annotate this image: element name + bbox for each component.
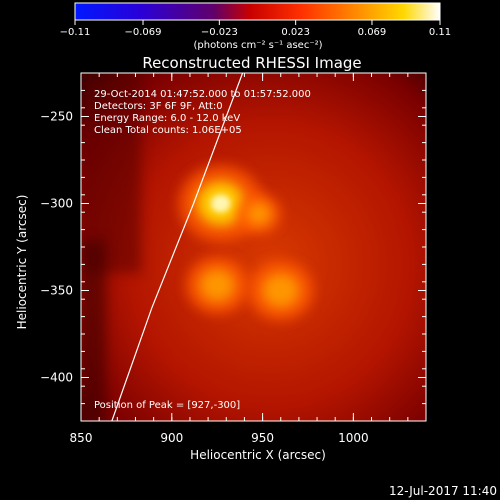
colorbar-unit-label: (photons cm⁻² s⁻¹ asec⁻²)	[193, 40, 322, 51]
y-tick-label: −400	[40, 371, 73, 385]
colorbar-tick-label: 0.069	[358, 27, 387, 38]
x-tick-label: 950	[251, 431, 274, 445]
colorbar-tick-label: 0.023	[281, 27, 310, 38]
chart-title: Reconstructed RHESSI Image	[142, 54, 361, 72]
x-tick-label: 900	[160, 431, 183, 445]
colorbar-tick-label: −0.069	[125, 27, 162, 38]
source-peak	[210, 194, 231, 213]
y-tick-label: −300	[40, 197, 73, 211]
source-core	[199, 269, 235, 302]
axes: 850 900 950 1000 −250 −300 −350 −400	[40, 72, 427, 445]
x-tick-label: 850	[70, 431, 93, 445]
colorbar	[74, 2, 441, 21]
solar-limb-curve	[111, 73, 244, 421]
x-axis-label: Heliocentric X (arcsec)	[190, 448, 326, 462]
y-axis-label: Heliocentric Y (arcsec)	[15, 195, 29, 330]
annotation-detectors: Detectors: 3F 6F 9F, Att:0	[94, 101, 223, 112]
peak-position-label: Position of Peak = [927,-300]	[94, 400, 240, 411]
colorbar-ticks: −0.11 −0.069 −0.023 0.023 0.069 0.11	[60, 20, 451, 38]
source-core	[246, 202, 272, 226]
annotation-energy: Energy Range: 6.0 - 12.0 keV	[94, 113, 240, 124]
footer-timestamp: 12-Jul-2017 11:40	[389, 484, 497, 498]
heatmap-image	[81, 73, 426, 421]
x-tick-label: 1000	[338, 431, 369, 445]
annotation-block: 29-Oct-2014 01:47:52.000 to 01:57:52.000…	[94, 89, 311, 411]
annotation-time: 29-Oct-2014 01:47:52.000 to 01:57:52.000	[94, 89, 311, 100]
colorbar-tick-label: −0.11	[60, 27, 91, 38]
colorbar-tick-label: −0.023	[201, 27, 238, 38]
y-tick-label: −250	[40, 110, 73, 124]
annotation-counts: Clean Total counts: 1.06E+05	[94, 125, 242, 136]
y-tick-label: −350	[40, 284, 73, 298]
colorbar-tick-label: 0.11	[429, 27, 451, 38]
sources-layer	[178, 165, 314, 321]
source-core	[262, 273, 300, 308]
